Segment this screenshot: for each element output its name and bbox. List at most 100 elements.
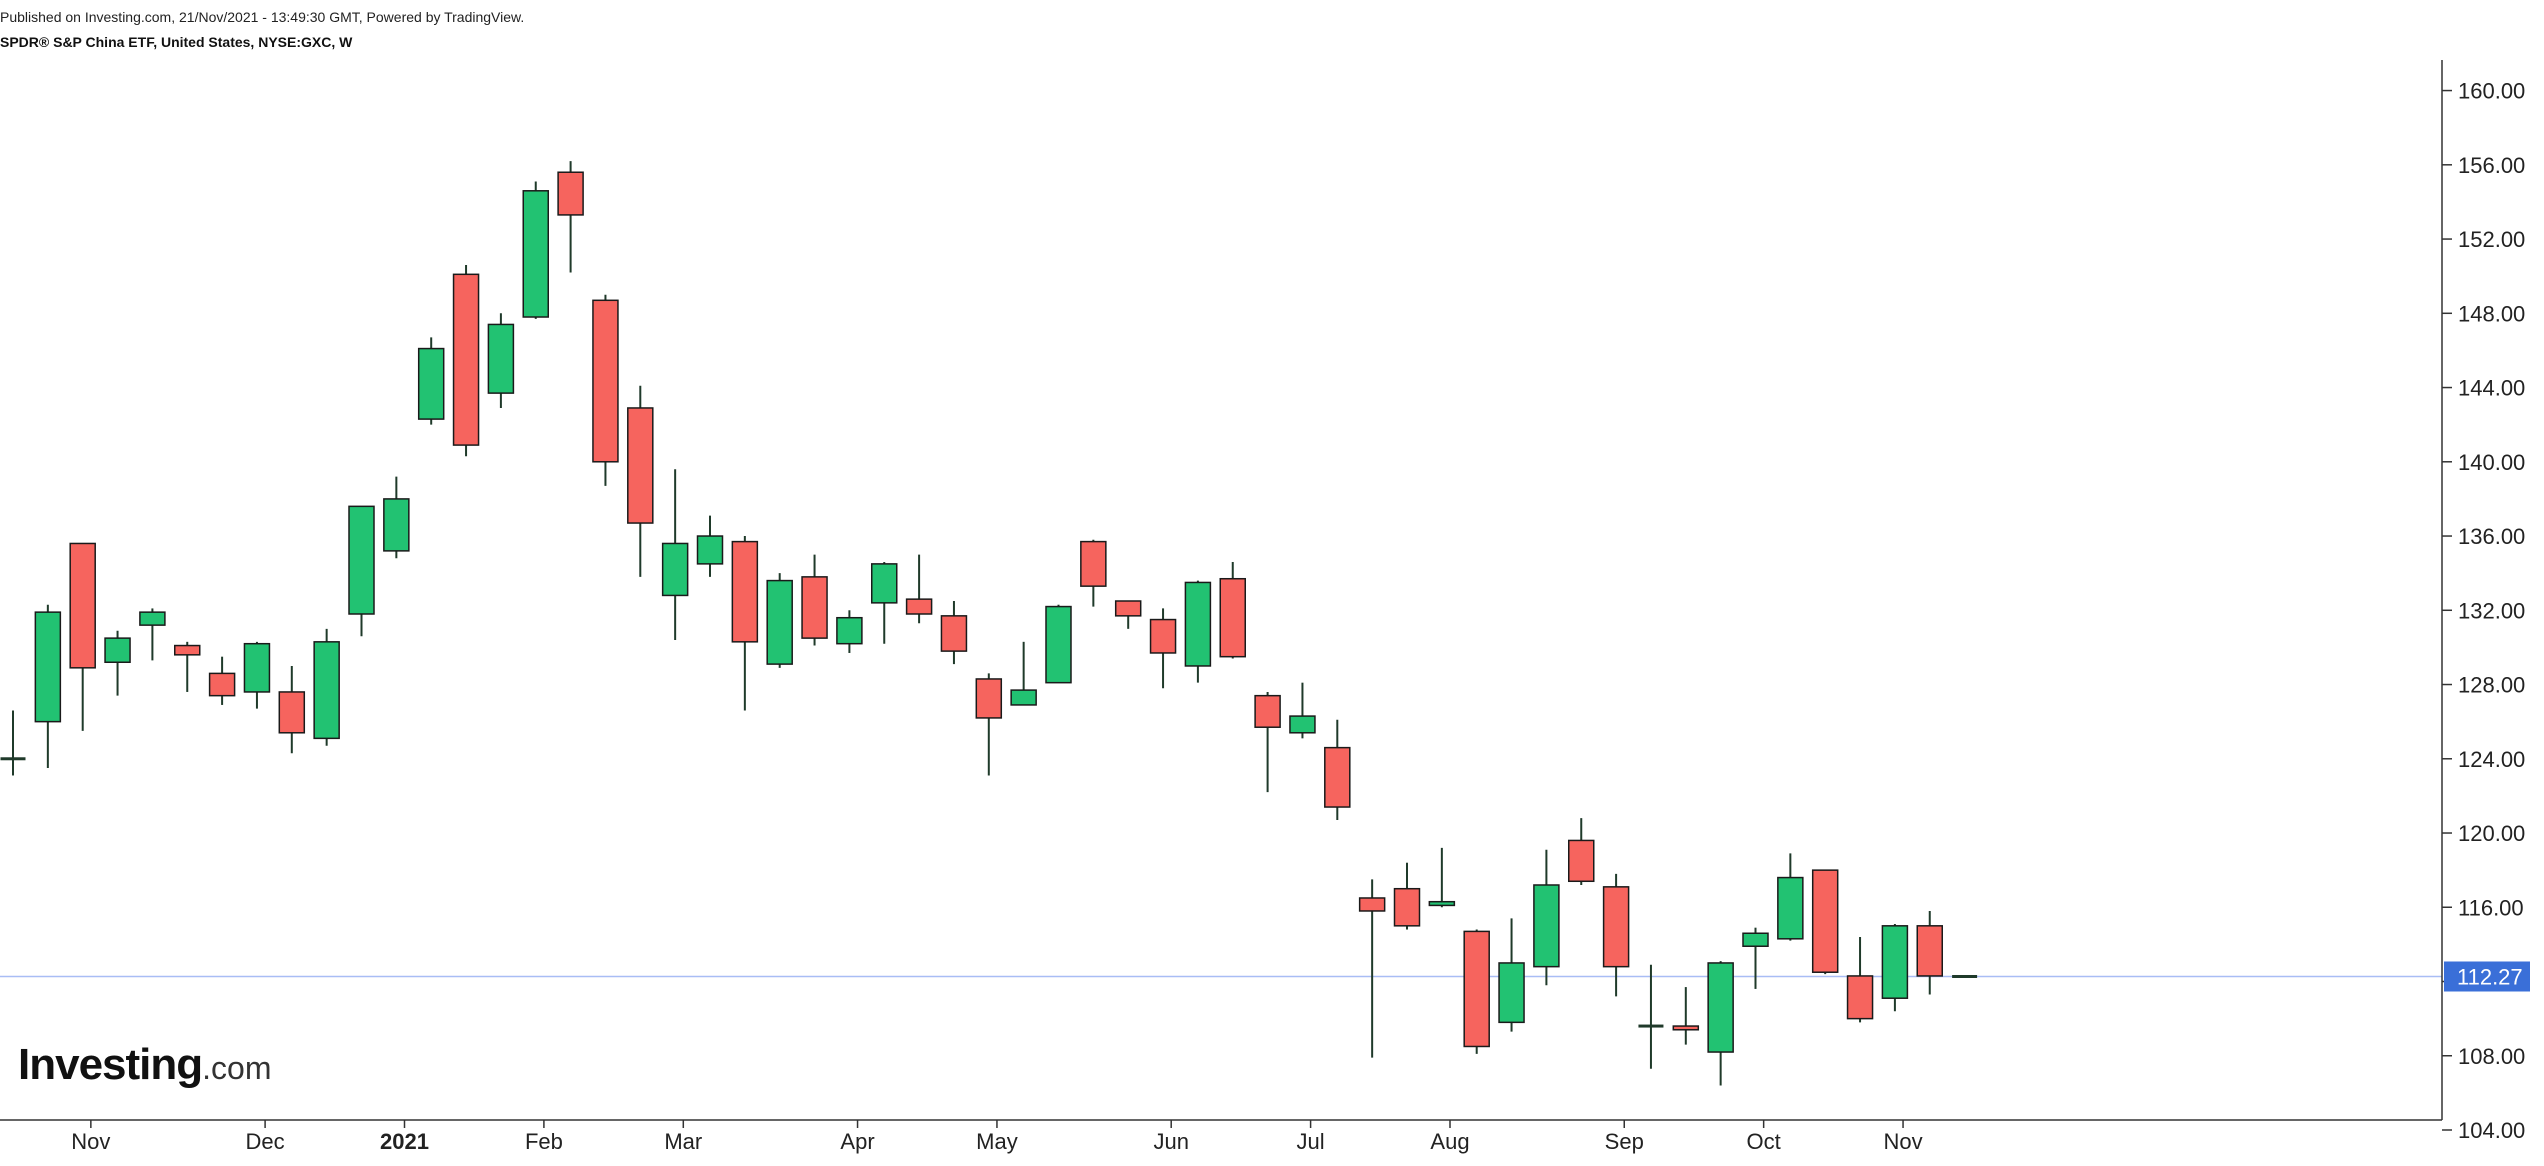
candle[interactable] bbox=[243, 641, 271, 709]
candle[interactable] bbox=[1498, 918, 1525, 1032]
candle[interactable] bbox=[208, 656, 236, 705]
candle[interactable] bbox=[278, 665, 306, 754]
candle[interactable] bbox=[1952, 974, 1978, 978]
candle[interactable] bbox=[1324, 719, 1351, 821]
candle-body bbox=[452, 273, 480, 446]
candle[interactable] bbox=[1358, 879, 1386, 1058]
candle-body bbox=[1602, 886, 1630, 968]
candle[interactable] bbox=[1219, 562, 1246, 659]
price-tick-label: 132.00 bbox=[2458, 598, 2525, 623]
candle[interactable] bbox=[417, 337, 445, 425]
candle[interactable] bbox=[905, 554, 933, 624]
candle[interactable] bbox=[1533, 849, 1560, 986]
candle-body bbox=[1463, 930, 1490, 1048]
candle-body bbox=[0, 757, 26, 761]
candle[interactable] bbox=[836, 610, 863, 653]
candle[interactable] bbox=[1010, 641, 1037, 706]
candle-body bbox=[487, 323, 515, 394]
candle[interactable] bbox=[1602, 873, 1630, 997]
candle[interactable] bbox=[557, 161, 584, 273]
candle[interactable] bbox=[1463, 929, 1490, 1054]
time-tick-label: Oct bbox=[1747, 1129, 1781, 1154]
candle[interactable] bbox=[1881, 923, 1909, 1012]
last-price-label-group: 112.27 bbox=[2444, 961, 2530, 992]
candle[interactable] bbox=[1149, 608, 1177, 689]
time-tick-label: Sep bbox=[1605, 1129, 1644, 1154]
candle[interactable] bbox=[348, 505, 375, 637]
candle[interactable] bbox=[1080, 539, 1107, 607]
candle[interactable] bbox=[1428, 847, 1456, 908]
time-tick-label: Apr bbox=[840, 1129, 874, 1154]
candle[interactable] bbox=[34, 604, 62, 769]
candle-body bbox=[1498, 962, 1525, 1024]
candle-body bbox=[836, 616, 863, 645]
candle[interactable] bbox=[1289, 682, 1316, 739]
candle-body bbox=[975, 678, 1003, 719]
candle[interactable] bbox=[1254, 691, 1281, 793]
candle[interactable] bbox=[313, 628, 340, 746]
candle[interactable] bbox=[940, 601, 968, 665]
candle[interactable] bbox=[627, 385, 654, 577]
candle-body bbox=[1638, 1024, 1664, 1028]
candle[interactable] bbox=[452, 265, 480, 457]
candle[interactable] bbox=[1916, 910, 1943, 995]
candle[interactable] bbox=[104, 630, 131, 696]
candle[interactable] bbox=[0, 710, 26, 776]
candle[interactable] bbox=[592, 294, 619, 486]
candle[interactable] bbox=[1638, 964, 1664, 1069]
candle[interactable] bbox=[139, 608, 166, 661]
candle[interactable] bbox=[1672, 987, 1700, 1045]
candle[interactable] bbox=[661, 469, 689, 640]
candle-body bbox=[243, 642, 271, 693]
time-axis[interactable]: Nov Dec 2021 Feb Mar Apr May Jun Jul Aug Sep Oct Nov bbox=[0, 1119, 2442, 1154]
candle[interactable] bbox=[1114, 600, 1142, 629]
time-tick-label: Nov bbox=[1883, 1129, 1922, 1154]
candle-body bbox=[208, 672, 236, 697]
investing-logo: Investing.com bbox=[18, 1040, 272, 1090]
candle[interactable] bbox=[801, 554, 828, 646]
candle[interactable] bbox=[1742, 927, 1769, 989]
price-axis[interactable]: 160.00 156.00 152.00 148.00 144.00 140.00 136.… bbox=[2441, 60, 2525, 1143]
candle[interactable] bbox=[1777, 853, 1804, 941]
candle-body bbox=[1219, 577, 1246, 658]
price-tick-label: 116.00 bbox=[2458, 895, 2524, 920]
time-tick-label: May bbox=[976, 1129, 1018, 1154]
candle[interactable] bbox=[1184, 580, 1212, 683]
logo-suffix: .com bbox=[202, 1050, 272, 1086]
candle-body bbox=[313, 641, 340, 740]
candle[interactable] bbox=[1846, 936, 1874, 1023]
candle-body bbox=[661, 542, 689, 597]
candle[interactable] bbox=[1707, 961, 1734, 1086]
candle-body bbox=[1184, 581, 1212, 667]
candle-body bbox=[34, 611, 62, 723]
candle[interactable] bbox=[731, 536, 759, 711]
time-tick-label: Aug bbox=[1430, 1129, 1469, 1154]
logo-wordmark: Investing bbox=[18, 1040, 203, 1089]
candle-body bbox=[1358, 897, 1386, 912]
candle-body bbox=[1149, 618, 1177, 654]
candle-body bbox=[801, 576, 828, 639]
time-tick-label: Jun bbox=[1153, 1129, 1188, 1154]
candle[interactable] bbox=[871, 562, 898, 644]
candle-body bbox=[940, 615, 968, 652]
candle[interactable] bbox=[1568, 818, 1595, 885]
candle-body bbox=[696, 535, 724, 565]
candle[interactable] bbox=[766, 573, 793, 668]
candle[interactable] bbox=[383, 476, 410, 559]
candle[interactable] bbox=[1045, 604, 1072, 684]
candle-body bbox=[139, 611, 166, 626]
candle[interactable] bbox=[1393, 862, 1421, 930]
candle[interactable] bbox=[487, 313, 515, 408]
price-tick-label: 104.00 bbox=[2458, 1118, 2525, 1143]
price-tick-label: 156.00 bbox=[2458, 153, 2525, 178]
candle-body bbox=[1846, 975, 1874, 1020]
candle[interactable] bbox=[174, 641, 201, 692]
candle-body bbox=[1045, 605, 1072, 684]
candle[interactable] bbox=[69, 542, 96, 731]
candle[interactable] bbox=[522, 181, 549, 319]
candle-body bbox=[1533, 884, 1560, 968]
candle[interactable] bbox=[696, 515, 724, 577]
candle[interactable] bbox=[1811, 869, 1839, 975]
candle[interactable] bbox=[975, 673, 1003, 776]
